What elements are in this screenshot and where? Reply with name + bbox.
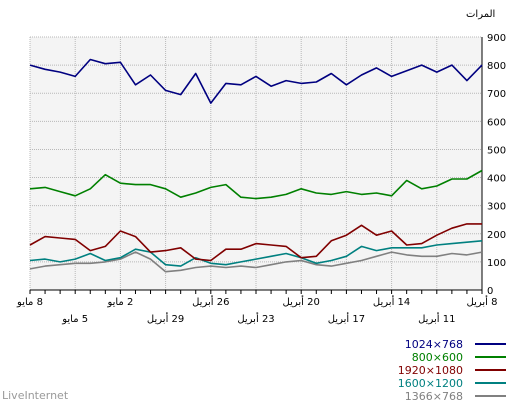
series-line xyxy=(29,223,482,262)
x-tick-label: 26 أبريل xyxy=(192,295,229,308)
y-tick-label: 700 xyxy=(487,89,506,100)
x-tick-label: 29 أبريل xyxy=(147,312,184,325)
y-tick-label: 200 xyxy=(487,230,506,241)
series-line xyxy=(29,240,483,267)
x-tick-label: 14 أبريل xyxy=(373,295,410,308)
x-tick-label: 8 مايو xyxy=(16,297,43,308)
y-tick-label: 400 xyxy=(487,174,506,185)
series-lines xyxy=(29,58,483,273)
series-line xyxy=(29,58,483,104)
legend-label: 1024×768 xyxy=(405,338,463,351)
x-tick-label: 17 أبريل xyxy=(328,312,365,325)
x-tick-label: 2 مايو xyxy=(106,297,133,308)
y-tick-label: 300 xyxy=(487,202,506,213)
x-tick-label: 8 أبريل xyxy=(467,295,498,308)
y-tick-label: 800 xyxy=(487,61,506,72)
series-line xyxy=(29,251,483,273)
y-tick-label: 500 xyxy=(487,145,506,156)
legend-label: 800×600 xyxy=(412,351,463,364)
x-tick-label: 5 مايو xyxy=(61,314,88,325)
y-axis-label: المرات xyxy=(466,9,495,20)
series-line xyxy=(29,169,483,200)
grid xyxy=(29,36,483,290)
x-tick-label: 23 أبريل xyxy=(237,312,274,325)
y-tick-label: 0 xyxy=(487,286,493,297)
y-tick-label: 600 xyxy=(487,117,506,128)
y-tick-label: 100 xyxy=(487,258,506,269)
legend: 1024×768800×6001920×10801600×12001366×76… xyxy=(398,338,506,403)
legend-label: 1366×768 xyxy=(405,390,463,403)
y-tick-label: 900 xyxy=(487,33,506,44)
y-tick-labels: 0 100 200 300 400 500 600 700 800 900 xyxy=(487,33,506,297)
x-tick-label: 20 أبريل xyxy=(283,295,320,308)
x-tick-labels: 8 أبريل 11 أبريل 14 أبريل 17 أبريل 20 أبريل 2… xyxy=(16,290,498,325)
x-tick-label: 11 أبريل xyxy=(418,312,455,325)
legend-label: 1600×1200 xyxy=(398,377,463,390)
footer-brand: LiveInternet xyxy=(2,389,69,402)
legend-label: 1920×1080 xyxy=(398,364,463,377)
